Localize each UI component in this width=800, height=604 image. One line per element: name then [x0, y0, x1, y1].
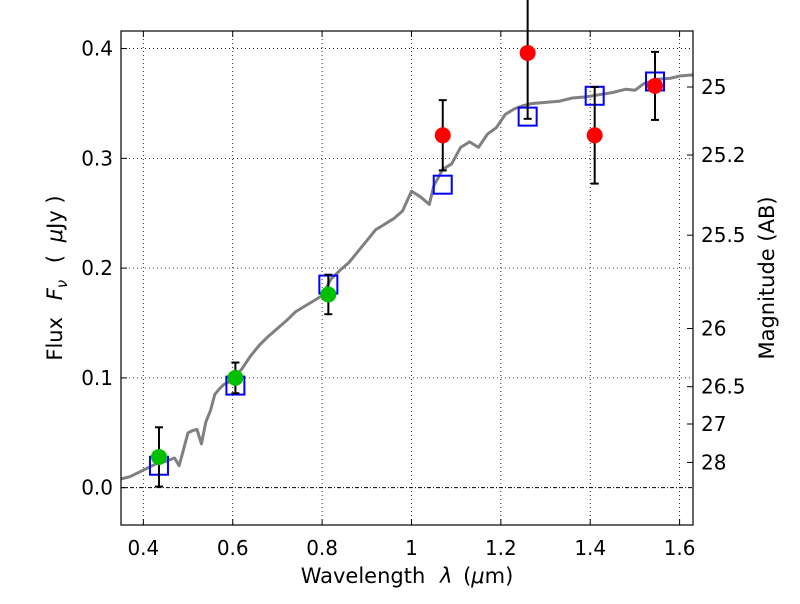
y-tick-label: 0.0: [81, 476, 113, 500]
observed-flux-point: [586, 127, 603, 144]
y-axis-label-unit-open: (: [43, 255, 67, 263]
y2-tick-label: 27: [701, 412, 726, 436]
y-axis-label-symbol: F: [43, 287, 67, 300]
observed-flux-point: [519, 44, 536, 61]
model-spectrum-line: [120, 73, 694, 481]
plot-background: [121, 31, 693, 525]
x-axis-label-text: Wavelength: [301, 564, 426, 588]
x-axis-label-symbol: λ: [439, 564, 452, 588]
y-axis-label-unit-mu: μ: [43, 229, 67, 243]
marks-layer: [148, 0, 666, 488]
y2-tick-label: 28: [701, 450, 726, 474]
observed-flux-point: [320, 286, 337, 303]
x-tick-label: 1.4: [574, 536, 606, 560]
x-tick-label: 0.6: [217, 536, 249, 560]
grid-layer: [121, 31, 693, 525]
observed-flux-point: [150, 448, 167, 465]
x-axis-label-unit-mu: μ: [470, 564, 484, 588]
y-axis-label-sub: ν: [53, 280, 71, 288]
plot-frame: [120, 30, 694, 526]
y2-tick-label: 26.5: [701, 375, 746, 399]
x-tick-label: 1.6: [664, 536, 696, 560]
y2-tick-label: 26: [701, 316, 726, 340]
y-axis-label-text: Flux: [43, 317, 67, 361]
x-tick-label: 1: [405, 536, 418, 560]
y-axis-label: Flux Fν ( μJy ): [43, 195, 72, 360]
y2-tick-label: 25: [701, 75, 726, 99]
ticks-layer: 0.4 0.6 0.8 1 1.2 1.4 1.6 0.0 0.1 0.2 0.3 0.4 25 25.2…: [81, 31, 746, 560]
y2-tick-label: 25.2: [701, 143, 746, 167]
y-tick-label: 0.2: [81, 256, 113, 280]
x-tick-label: 0.8: [306, 536, 338, 560]
x-axis-label-unit-rest: m): [485, 564, 514, 588]
y-axis-label-unit-rest: Jy ): [43, 195, 67, 231]
y-tick-label: 0.3: [81, 146, 113, 170]
spectrum-layer: [120, 73, 694, 481]
model-flux-square: [432, 174, 453, 195]
x-tick-label: 0.4: [127, 536, 159, 560]
x-axis-label-unit-open: (: [463, 564, 471, 588]
y-tick-label: 0.4: [81, 37, 113, 61]
y2-axis-label: Magnitude (AB): [755, 196, 779, 359]
x-tick-label: 1.2: [485, 536, 517, 560]
x-axis-label: Wavelength λ (μm): [301, 564, 514, 588]
y2-tick-label: 25.5: [701, 223, 746, 247]
observed-flux-point: [647, 77, 664, 94]
observed-flux-point: [227, 369, 244, 386]
observed-flux-point: [434, 127, 451, 144]
y-tick-label: 0.1: [81, 366, 113, 390]
